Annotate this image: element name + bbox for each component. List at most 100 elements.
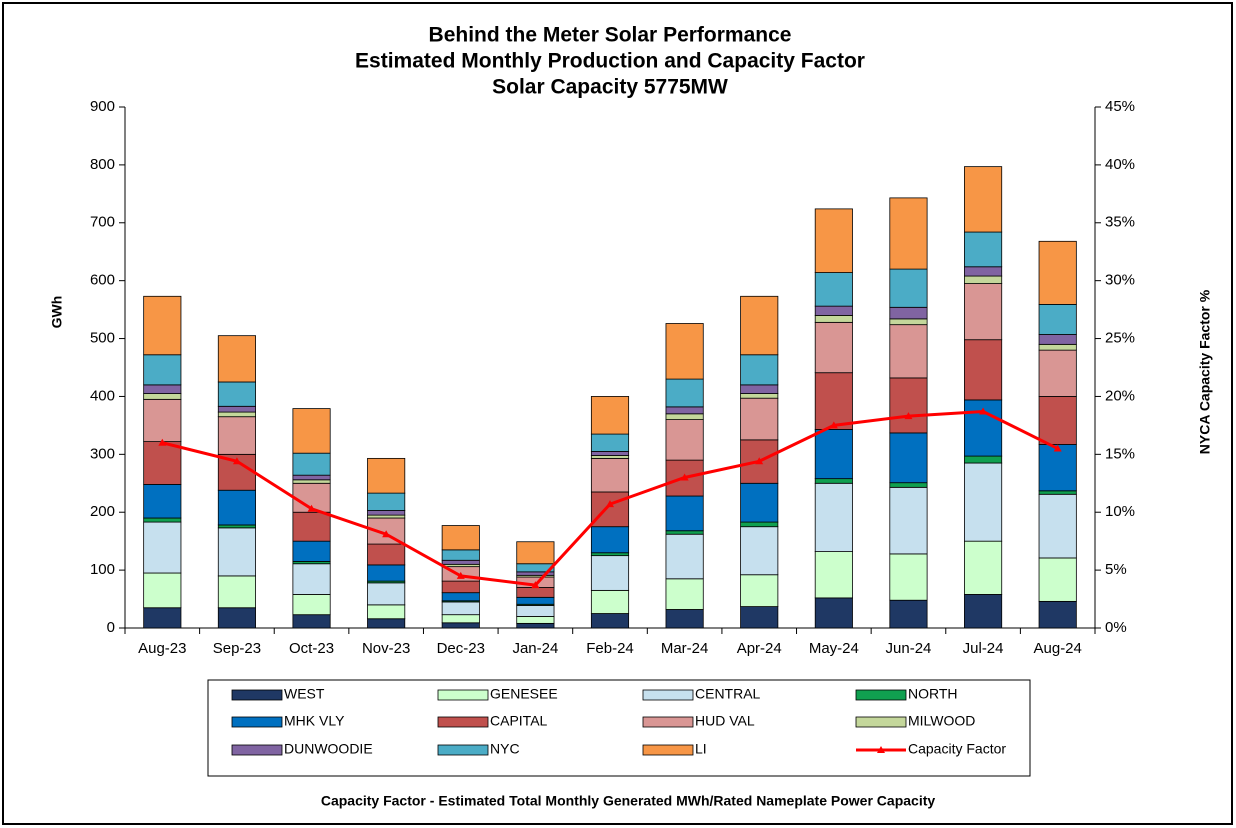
bar-segment bbox=[590, 451, 630, 456]
bar-segment bbox=[1038, 396, 1077, 445]
x-tick-label: Oct-23 bbox=[289, 640, 334, 657]
line-marker bbox=[307, 504, 316, 512]
bar-segment bbox=[367, 514, 406, 519]
bar-segment bbox=[292, 540, 331, 562]
bar-segment bbox=[143, 607, 182, 629]
legend-swatch bbox=[855, 716, 907, 728]
bar-segment bbox=[217, 489, 256, 526]
x-tick-label: Nov-23 bbox=[362, 640, 410, 657]
y2-tick-label: 45% bbox=[1105, 98, 1135, 115]
bar-segment bbox=[1038, 349, 1077, 397]
bar-segment bbox=[441, 549, 480, 561]
bar-segment bbox=[590, 433, 630, 452]
line-marker bbox=[1053, 444, 1062, 452]
bar-segment bbox=[590, 526, 630, 554]
bar-segment bbox=[665, 533, 704, 580]
bar-segment bbox=[367, 604, 406, 620]
bar-segment bbox=[964, 594, 1003, 629]
legend-label: MHK VLY bbox=[284, 713, 345, 729]
bar-segment bbox=[814, 321, 853, 374]
bar-segment bbox=[143, 484, 182, 519]
x-tick-label: Mar-24 bbox=[661, 640, 709, 657]
legend-label: NYC bbox=[490, 741, 520, 757]
line-marker bbox=[755, 457, 764, 465]
y2-tick-label: 15% bbox=[1105, 445, 1135, 462]
bar-segment bbox=[1038, 304, 1077, 335]
line-marker bbox=[979, 407, 988, 415]
bar-segment bbox=[740, 482, 779, 523]
x-tick-label: Dec-23 bbox=[437, 640, 485, 657]
bar-segment bbox=[367, 543, 406, 566]
bar-segment bbox=[590, 613, 630, 629]
legend-label: NORTH bbox=[908, 686, 958, 702]
bar-segment bbox=[889, 599, 928, 629]
line-marker bbox=[904, 412, 913, 420]
bar-segment bbox=[292, 474, 331, 481]
bar-segment bbox=[964, 540, 1003, 595]
bar-segment bbox=[143, 517, 182, 523]
bar-segment bbox=[814, 372, 853, 430]
bar-segment bbox=[367, 492, 406, 511]
bar-segment bbox=[143, 384, 182, 394]
bar-segment bbox=[665, 413, 704, 420]
bar-segment bbox=[143, 295, 182, 356]
bar-segment bbox=[217, 575, 256, 609]
legend-swatch bbox=[437, 744, 489, 756]
y-tick-label: 600 bbox=[90, 272, 115, 289]
footnote: Capacity Factor - Estimated Total Monthl… bbox=[321, 793, 936, 809]
legend-swatch bbox=[642, 689, 694, 701]
legend-label: HUD VAL bbox=[695, 713, 755, 729]
y-tick-label: 200 bbox=[90, 503, 115, 520]
y-tick-label: 400 bbox=[90, 387, 115, 404]
y-tick-label: 300 bbox=[90, 445, 115, 462]
bar-segment bbox=[665, 406, 704, 415]
y2-tick-label: 5% bbox=[1105, 561, 1127, 578]
bar-segment bbox=[590, 555, 630, 591]
bar-segment bbox=[516, 596, 555, 605]
bar-segment bbox=[740, 521, 779, 528]
bar-segment bbox=[590, 552, 630, 557]
bar-segment bbox=[740, 574, 779, 607]
chart-title: Estimated Monthly Production and Capacit… bbox=[355, 50, 865, 73]
legend-label: WEST bbox=[284, 686, 325, 702]
bar-segment bbox=[367, 618, 406, 629]
bar-segment bbox=[217, 381, 256, 407]
bar-segment bbox=[814, 272, 853, 307]
bar-segment bbox=[441, 525, 480, 551]
bar-segment bbox=[292, 594, 331, 616]
legend-swatch bbox=[642, 744, 694, 756]
bar-segment bbox=[217, 524, 256, 529]
line-marker bbox=[232, 457, 241, 465]
bar-segment bbox=[740, 384, 779, 394]
legend-label: Capacity Factor bbox=[908, 741, 1006, 757]
bar-segment bbox=[516, 622, 555, 629]
bar-segment bbox=[814, 305, 853, 316]
y2-tick-label: 0% bbox=[1105, 619, 1127, 636]
bar-segment bbox=[814, 314, 853, 323]
bar-segment bbox=[889, 377, 928, 434]
bar-segment bbox=[367, 510, 406, 516]
legend-swatch bbox=[855, 689, 907, 701]
bar-segment bbox=[1038, 444, 1077, 492]
y2-tick-label: 30% bbox=[1105, 272, 1135, 289]
bar-segment bbox=[441, 592, 480, 602]
bar-segment bbox=[143, 398, 182, 442]
bar-segment bbox=[1038, 343, 1077, 351]
legend-label: CENTRAL bbox=[695, 686, 761, 702]
bar-segment bbox=[441, 580, 480, 594]
bar-segment bbox=[1038, 490, 1077, 495]
line-marker bbox=[606, 500, 614, 508]
bar-segment bbox=[889, 482, 928, 488]
bar-segment bbox=[964, 455, 1003, 464]
x-tick-label: Jun-24 bbox=[886, 640, 932, 657]
y2-tick-label: 35% bbox=[1105, 214, 1135, 231]
bar-segment bbox=[292, 452, 331, 476]
line-marker bbox=[829, 421, 838, 429]
bar-segment bbox=[217, 335, 256, 383]
bar-segment bbox=[814, 208, 853, 273]
bar-segment bbox=[889, 553, 928, 601]
bar-segment bbox=[590, 589, 630, 614]
bar-segment bbox=[964, 462, 1003, 542]
bar-segment bbox=[889, 197, 928, 270]
